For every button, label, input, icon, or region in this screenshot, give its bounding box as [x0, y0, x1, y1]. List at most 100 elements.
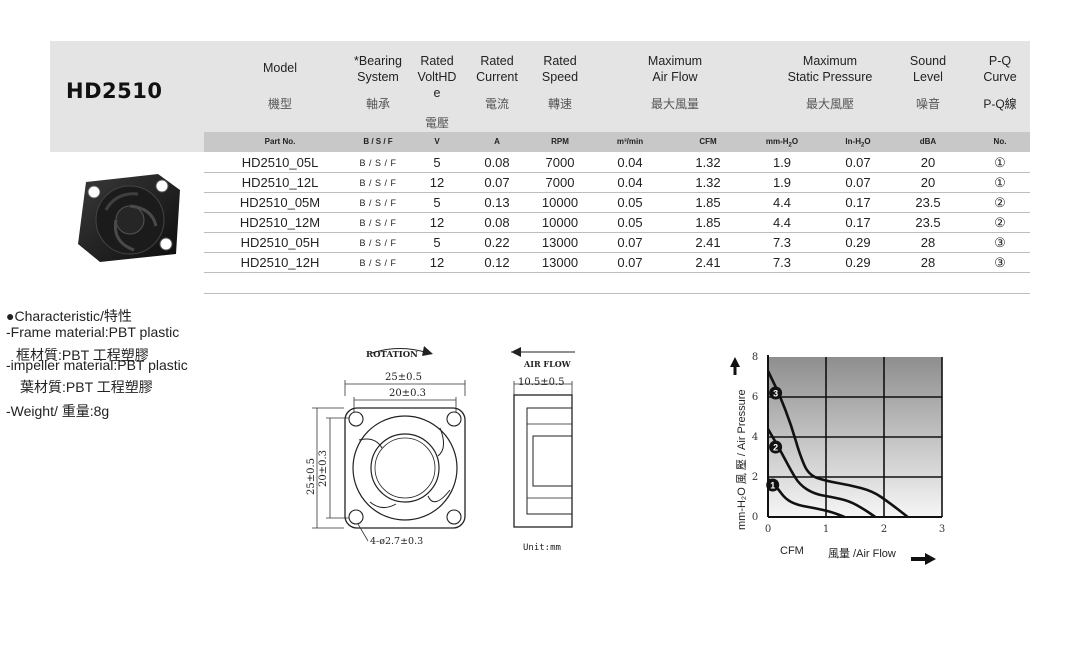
- x-axis-arrow-stem: [911, 557, 925, 561]
- cell-voltage: 5: [433, 195, 441, 210]
- curve-badge-2: [769, 440, 783, 454]
- sub-part-no: Part No.: [264, 137, 296, 146]
- header-model: Model: [262, 61, 298, 75]
- row-divider: [204, 252, 1030, 253]
- sub-no: No.: [993, 137, 1007, 146]
- dim-outer-width: 25±0.5: [385, 372, 423, 383]
- sub-dba: dBA: [919, 137, 937, 146]
- cell-pq-no: ①: [994, 155, 1006, 170]
- cell-part-no: HD2510_12M: [239, 215, 321, 230]
- row-divider: [204, 272, 1030, 273]
- x-tick-label: 1: [823, 524, 829, 535]
- header-voltage-cn: 電壓: [424, 116, 449, 130]
- cell-m3min: 0.07: [617, 235, 643, 250]
- cell-speed: 10000: [541, 195, 579, 210]
- cell-part-no: HD2510_05H: [240, 235, 320, 250]
- side-view-drawing: [511, 347, 575, 528]
- cell-current: 0.08: [484, 155, 510, 170]
- cell-speed: 13000: [541, 235, 579, 250]
- cell-bearing: B / S / F: [359, 258, 397, 268]
- title-block: [50, 41, 204, 152]
- characteristics: ●Characteristic/特性 -Frame material:PBT p…: [6, 308, 188, 419]
- sub-cfm: CFM: [699, 137, 717, 146]
- sub-rpm: RPM: [551, 137, 569, 146]
- curve-badge-3: [769, 386, 783, 400]
- front-view-drawing: [312, 346, 466, 542]
- header-speed-cn: 轉速: [547, 97, 572, 111]
- cell-inh2o: 0.07: [845, 155, 871, 170]
- cell-speed: 7000: [545, 155, 575, 170]
- header-pressure-cn: 最大風壓: [805, 97, 854, 111]
- header-sound: Sound Level: [909, 54, 947, 84]
- cell-pq-no: ①: [994, 175, 1006, 190]
- cell-part-no: HD2510_05L: [241, 155, 319, 170]
- cell-mmh2o: 1.9: [772, 175, 792, 190]
- header-pq: P-Q Curve: [983, 54, 1017, 84]
- x-axis-arrow: [925, 553, 936, 565]
- curve-badge-label-3: 3: [773, 389, 778, 399]
- cell-mmh2o: 7.3: [772, 255, 792, 270]
- cell-dba: 20: [920, 175, 936, 190]
- x-tick-label: 3: [939, 524, 945, 535]
- x-axis-label-2: 風量 /Air Flow: [828, 548, 896, 560]
- cell-current: 0.12: [484, 255, 510, 270]
- cell-bearing: B / S / F: [359, 198, 397, 208]
- cell-m3min: 0.07: [617, 255, 643, 270]
- cell-speed: 10000: [541, 215, 579, 230]
- cell-voltage: 12: [429, 175, 445, 190]
- cell-bearing: B / S / F: [359, 218, 397, 228]
- notes-title: ●Characteristic/特性: [6, 308, 132, 324]
- dim-inner-height: 20±0.3: [318, 449, 329, 487]
- x-axis-label: CFM: [780, 545, 804, 557]
- cell-cfm: 1.32: [695, 155, 721, 170]
- sub-m3min: m³/min: [616, 137, 644, 146]
- cell-pq-no: ②: [994, 195, 1006, 210]
- header-airflow: Maximum Air Flow: [647, 54, 703, 84]
- x-tick-label: 2: [881, 524, 887, 535]
- sub-mmh2o: mm-H2O: [765, 137, 799, 149]
- header-current: Rated Current: [476, 54, 518, 84]
- cell-cfm: 2.41: [695, 235, 721, 250]
- cell-speed: 13000: [541, 255, 579, 270]
- y-tick-label: 2: [752, 472, 758, 483]
- table-subheader: [204, 132, 1030, 152]
- cell-inh2o: 0.29: [845, 255, 871, 270]
- dim-inner-width: 20±0.3: [389, 388, 427, 399]
- row-divider: [204, 232, 1030, 233]
- cell-pq-no: ③: [994, 255, 1006, 270]
- cell-part-no: HD2510_12L: [241, 175, 319, 190]
- table-header: [204, 41, 1030, 132]
- header-bearing: *Bearing System: [354, 54, 402, 84]
- airflow-label: AIR FLOW: [524, 359, 571, 369]
- header-voltage: Rated VoltHD e: [417, 54, 457, 100]
- dim-hole: 4-ø2.7±0.3: [370, 536, 424, 547]
- header-pq-cn: P-Q線: [983, 97, 1017, 111]
- unit-label: Unit:mm: [523, 543, 561, 553]
- fan-photo: [78, 174, 180, 262]
- notes-impeller: -impeller material:PBT plastic: [6, 357, 188, 373]
- row-divider: [204, 293, 1030, 294]
- sub-inh2o: In-H2O: [845, 137, 871, 149]
- cell-voltage: 12: [429, 255, 445, 270]
- cell-pq-no: ③: [994, 235, 1006, 250]
- cell-m3min: 0.05: [617, 195, 643, 210]
- cell-part-no: HD2510_05M: [239, 195, 321, 210]
- notes-frame: -Frame material:PBT plastic: [6, 324, 180, 340]
- notes-weight: -Weight/ 重量:8g: [6, 403, 110, 419]
- y-axis-arrow-stem: [733, 367, 737, 375]
- cell-current: 0.08: [484, 215, 510, 230]
- cell-dba: 23.5: [915, 215, 941, 230]
- cell-mmh2o: 4.4: [772, 195, 792, 210]
- sub-bearing: B / S / F: [363, 137, 393, 146]
- cell-pq-no: ②: [994, 215, 1006, 230]
- cell-voltage: 5: [433, 235, 441, 250]
- cell-current: 0.13: [484, 195, 510, 210]
- header-pressure: Maximum Static Pressure: [787, 54, 873, 84]
- y-axis-label: mm-H₂O 風 壓 / Air Pressure: [736, 389, 748, 530]
- cell-bearing: B / S / F: [359, 178, 397, 188]
- header-sound-cn: 噪音: [915, 97, 940, 111]
- cell-dba: 20: [920, 155, 936, 170]
- y-axis-arrow: [730, 357, 740, 367]
- header-speed: Rated Speed: [541, 54, 579, 84]
- cell-dba: 28: [920, 235, 936, 250]
